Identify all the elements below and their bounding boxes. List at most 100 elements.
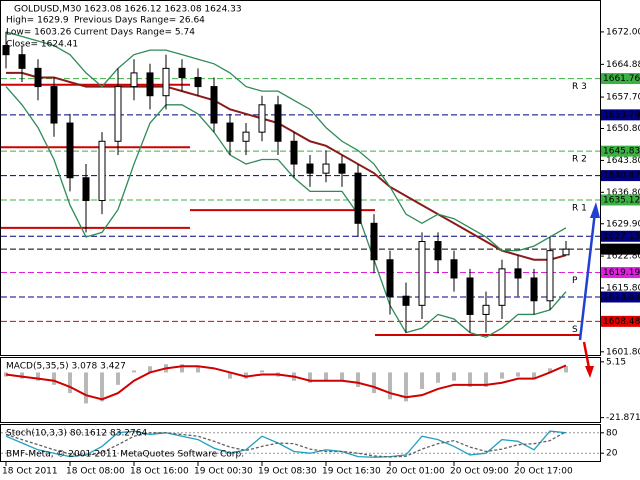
price-tag [601,267,640,279]
up-arrow [578,211,597,341]
macd-bar [484,372,488,387]
macd-bar [372,372,376,394]
x-tick-label: 18 Oct 08:00 [66,467,125,477]
candle-body [226,122,234,142]
x-tick-label: 20 Oct 09:00 [450,467,509,477]
macd-bar [452,372,456,381]
cur-range: Current Days Range= 5.74 [74,28,195,38]
candle-body [466,277,474,315]
down-arrow [582,341,591,369]
y-tick-label: 1622.80 [606,252,640,262]
signal-line [5,364,567,401]
y-tick-label: 1643.80 [606,156,640,166]
candle-body [162,67,170,97]
macd-bar [388,372,392,400]
candle-body [178,67,186,78]
macd-bar [180,364,184,373]
candle-body [354,172,362,224]
y-tick-label: 1650.80 [606,124,640,134]
y-tick-label: 1636.80 [606,188,640,198]
price-tag-label: 1619.19 [603,268,640,278]
x-tick-label: 20 Oct 17:00 [514,467,573,477]
y-tick-label: 1615.80 [606,284,640,294]
macd-bar [532,372,536,379]
low: Low= 1603.26 [6,28,72,38]
price-tag [601,315,640,327]
stoch-title: Stoch(10,3,3) 80.1612 83.2764 [6,429,147,439]
candle-body [386,259,394,297]
macd-bar [308,372,312,383]
macd-bar [100,372,104,402]
price-tag [601,230,640,242]
macd-bar [116,372,120,385]
candle-body [82,177,90,202]
candle-body [530,277,538,302]
price-tag-label: 1645.83 [603,147,640,157]
macd-bar [84,372,88,404]
main-panel [0,0,601,356]
macd-bar [20,372,24,379]
y-tick-label: 20 [606,449,618,459]
x-tick-label: 19 Oct 00:30 [194,467,253,477]
x-tick-label: 18 Oct 2011 [2,467,58,477]
x-tick-label: 19 Oct 16:30 [322,467,381,477]
macd-bar [420,372,424,389]
ma-line [6,71,567,261]
macd-bar [196,366,200,373]
down-arrow-head [585,366,594,378]
price-tag-label: 1624.33 [603,245,640,255]
price-tag [601,243,640,255]
macd-bar [260,370,264,373]
candle-body [514,268,522,279]
candle-body [418,241,426,306]
candle-body [482,304,490,315]
macd-bar [564,366,568,373]
price-tag-label: 1613.83 [603,292,640,302]
candle-body [146,72,154,97]
y-tick-label: -21.871 [606,413,640,423]
macd-bar [68,372,72,394]
pivot-name: S [572,325,578,335]
y-tick-label: 1601.80 [606,347,640,357]
price-tag [601,109,640,121]
y-tick-label: 1672.00 [606,27,640,37]
macd-bar [436,372,440,383]
macd-bar [468,372,472,387]
macd-bar [52,372,56,385]
macd-bar [324,372,328,381]
stoch-line [5,431,567,458]
macd-bar [148,366,152,373]
candle-body [130,72,138,88]
macd-bar [516,372,520,377]
candle-body [18,54,26,69]
up-arrow-head [590,202,600,218]
y-tick-label: 5.15 [606,357,626,367]
candle-body [562,248,570,256]
y-tick-label: 80 [606,428,618,438]
high: High= 1629.9 [6,16,69,26]
candle-body [546,250,554,302]
macd-bar [548,368,552,373]
candle-body [306,163,314,174]
candle-body [34,67,42,88]
band-line [5,86,567,338]
candle-body [98,140,106,202]
price-tag-label: 1635.12 [603,195,640,205]
macd-bar [356,372,360,387]
pivot-name: R 3 [572,82,587,92]
macd-bar [500,372,504,379]
candle-body [322,163,330,174]
macd-bar [404,372,408,402]
candle-body [50,86,58,124]
pivot-name: R 1 [572,203,587,213]
macd-bar [132,370,136,373]
footer: BMF-Meta, © 2001-2011 MetaQuotes Softwar… [6,450,244,460]
candle-body [66,122,74,179]
candle-body [274,104,282,142]
pivot-name: R 2 [572,155,587,165]
price-tag [601,194,640,206]
candle-body [402,295,410,306]
price-tag [601,170,640,182]
